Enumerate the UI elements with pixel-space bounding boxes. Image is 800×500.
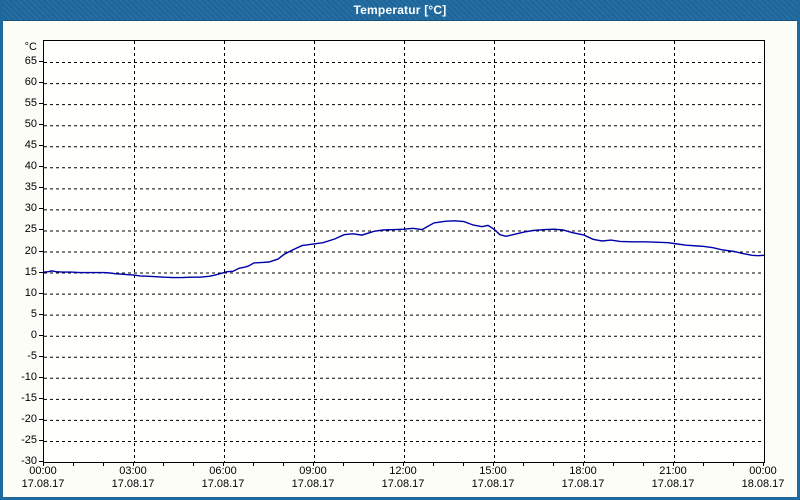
x-tick-date: 17.08.17 [561,478,605,490]
x-tick-time: 09:00 [299,465,327,477]
y-tick-mark [39,376,43,378]
temperature-line [44,220,764,279]
x-tick-mark [703,462,704,466]
x-tick-label: 12:00 17.08.17 [367,465,439,491]
x-tick-mark [283,462,284,466]
y-tick-mark [39,250,43,252]
y-tick-mark [39,61,43,63]
x-tick-mark [553,462,554,466]
x-tick-time: 18:00 [569,465,597,477]
y-tick-mark [39,271,43,273]
x-tick-mark [463,462,464,466]
x-tick-mark [313,462,314,466]
y-tick-label: 30 [24,202,37,215]
x-tick-date: 17.08.17 [381,478,425,490]
x-tick-mark [43,462,44,466]
y-tick-mark [39,229,43,231]
y-tick-label: -30 [21,455,37,467]
y-tick-label: -10 [21,370,37,383]
y-tick-label: 5 [30,307,37,320]
x-tick-mark [253,462,254,466]
x-tick-date: 17.08.17 [291,478,335,490]
y-tick-mark [39,145,43,147]
x-tick-time: 21:00 [659,465,687,477]
y-tick-label: -20 [21,412,37,425]
x-tick-label: 09:00 17.08.17 [277,465,349,491]
chart-canvas [44,41,764,462]
x-tick-mark [523,462,524,466]
y-tick-mark [39,439,43,441]
x-tick-mark [763,462,764,466]
x-tick-label: 15:00 17.08.17 [457,465,529,491]
y-tick-label: 55 [24,97,37,110]
y-tick-label: 65 [24,55,37,68]
x-tick-time: 00:00 [749,465,777,477]
x-tick-label: 21:00 17.08.17 [637,465,709,491]
x-tick-mark [673,462,674,466]
x-tick-mark [433,462,434,466]
x-tick-mark [133,462,134,466]
y-tick-label: 15 [24,265,37,278]
y-tick-label: -5 [27,349,37,362]
y-tick-mark [39,208,43,210]
window-title: Temperatur [°C] [353,3,447,17]
x-tick-mark [583,462,584,466]
x-tick-mark [403,462,404,466]
y-tick-label: 20 [24,244,37,257]
x-tick-label: 00:00 18.08.17 [727,465,799,491]
x-tick-mark [163,462,164,466]
window-title-bar[interactable]: Temperatur [°C] [3,0,797,21]
chart-plot-area[interactable] [43,40,765,463]
x-tick-label: 06:00 17.08.17 [187,465,259,491]
x-tick-date: 17.08.17 [471,478,515,490]
y-tick-mark [39,461,43,462]
x-tick-label: 03:00 17.08.17 [97,465,169,491]
x-tick-mark [73,462,74,466]
y-tick-label: 50 [24,118,37,131]
y-tick-label: 35 [24,181,37,194]
y-tick-mark [39,103,43,105]
x-tick-mark [493,462,494,466]
x-tick-date: 17.08.17 [651,478,695,490]
y-tick-mark [39,292,43,294]
y-tick-label: 10 [24,286,37,299]
x-tick-mark [193,462,194,466]
y-tick-label: 0 [30,328,37,341]
y-tick-mark [39,418,43,420]
x-tick-mark [373,462,374,466]
y-tick-label: 25 [24,223,37,236]
y-tick-label: -15 [21,391,37,404]
y-tick-mark [39,187,43,189]
x-tick-mark [103,462,104,466]
y-tick-mark [39,334,43,336]
x-tick-mark [223,462,224,466]
x-tick-mark [613,462,614,466]
y-tick-label: 40 [24,160,37,173]
x-tick-date: 17.08.17 [21,478,65,490]
y-tick-mark [39,124,43,126]
x-tick-mark [343,462,344,466]
x-tick-time: 00:00 [29,465,57,477]
y-tick-mark [39,397,43,399]
y-tick-mark [39,166,43,168]
x-tick-label: 18:00 17.08.17 [547,465,619,491]
y-tick-mark [39,313,43,315]
x-tick-date: 18.08.17 [741,478,785,490]
x-tick-date: 17.08.17 [111,478,155,490]
x-tick-time: 03:00 [119,465,147,477]
y-tick-label: 60 [24,76,37,89]
y-tick-label: -25 [21,433,37,446]
y-tick-mark [39,355,43,357]
x-tick-time: 12:00 [389,465,417,477]
y-axis-unit-label: °C [24,41,37,53]
y-tick-mark [39,82,43,84]
x-tick-label: 00:00 17.08.17 [7,465,79,491]
x-tick-date: 17.08.17 [201,478,245,490]
x-tick-mark [643,462,644,466]
x-tick-mark [733,462,734,466]
x-tick-time: 06:00 [209,465,237,477]
x-tick-time: 15:00 [479,465,507,477]
y-tick-label: 45 [24,139,37,152]
